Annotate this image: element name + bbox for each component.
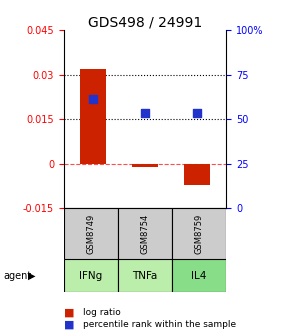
Bar	[132, 164, 158, 167]
Bar	[64, 259, 118, 292]
Bar	[172, 259, 226, 292]
Text: agent: agent	[3, 270, 31, 281]
Bar	[64, 208, 118, 259]
Text: GSM8759: GSM8759	[195, 213, 204, 254]
Bar	[118, 259, 172, 292]
Bar	[172, 208, 226, 259]
Text: log ratio: log ratio	[83, 308, 120, 317]
Text: GSM8754: GSM8754	[140, 213, 150, 254]
Text: GSM8749: GSM8749	[86, 213, 95, 254]
Text: IFNg: IFNg	[79, 270, 102, 281]
Title: GDS498 / 24991: GDS498 / 24991	[88, 15, 202, 29]
Point	[90, 96, 95, 101]
Bar	[118, 208, 172, 259]
Text: ■: ■	[64, 319, 74, 329]
Point	[143, 111, 147, 116]
Text: ▶: ▶	[28, 270, 35, 281]
Text: ■: ■	[64, 307, 74, 318]
Text: percentile rank within the sample: percentile rank within the sample	[83, 320, 236, 329]
Bar	[184, 164, 211, 184]
Bar	[79, 69, 106, 164]
Text: IL4: IL4	[191, 270, 207, 281]
Text: TNFa: TNFa	[132, 270, 158, 281]
Point	[195, 111, 200, 116]
